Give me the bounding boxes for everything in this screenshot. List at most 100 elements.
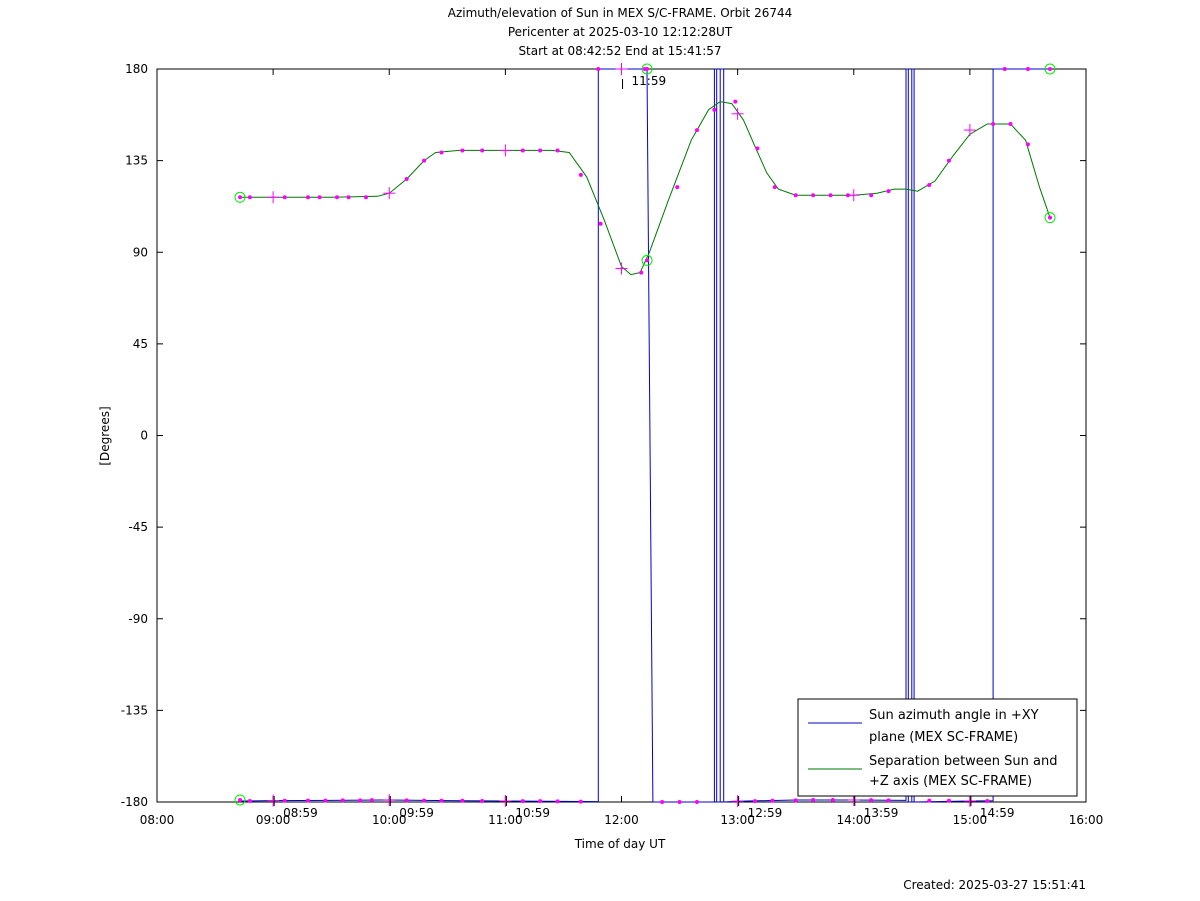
y-axis-label: [Degrees]	[98, 406, 112, 465]
data-point-dot	[422, 158, 427, 163]
data-point-cross	[267, 794, 280, 807]
data-point-dot	[598, 221, 603, 226]
x-tick-label: 13:00	[720, 813, 755, 827]
data-point-dot	[404, 176, 409, 181]
circle-center	[1048, 215, 1053, 220]
hour-marker: 11:59	[622, 74, 666, 89]
circle-ring	[641, 63, 653, 75]
data-point-dot	[369, 798, 374, 803]
hour-marker: 12:59	[738, 796, 783, 820]
circle-center	[238, 195, 243, 200]
hour-marker: 14:59	[970, 796, 1015, 820]
data-point-dot	[811, 797, 816, 802]
y-tick-label: -90	[128, 612, 148, 626]
data-point-dot	[555, 148, 560, 153]
data-point-cross	[615, 262, 628, 275]
data-point-dot	[1008, 121, 1013, 126]
data-point-circle	[1044, 212, 1056, 224]
hour-marker-label: 08:59	[283, 806, 318, 820]
x-tick-label: 12:00	[604, 813, 639, 827]
data-point-dot	[811, 193, 816, 198]
created-timestamp: Created: 2025-03-27 15:51:41	[903, 878, 1086, 892]
hour-marker-label: 12:59	[748, 806, 783, 820]
data-point-circle	[1044, 63, 1056, 75]
data-point-cross	[499, 144, 512, 157]
data-point-dot	[317, 195, 322, 200]
data-point-dot	[282, 195, 287, 200]
data-point-dot	[305, 798, 310, 803]
data-point-dot	[460, 798, 465, 803]
x-tick-label: 15:00	[953, 813, 988, 827]
data-point-dot	[755, 146, 760, 151]
legend: Sun azimuth angle in +XY plane (MEX SC-F…	[797, 698, 1078, 797]
y-tick-label: 0	[140, 429, 148, 443]
circle-ring	[234, 794, 246, 806]
data-point-dot	[793, 193, 798, 198]
marker-layer	[234, 63, 1056, 808]
x-axis-label: Time of day UT	[574, 837, 666, 851]
data-point-dot	[538, 799, 543, 804]
y-axis: 180 135 90 45 0 -45 -90 -135 -180	[121, 62, 1086, 809]
y-tick-label: 90	[133, 245, 148, 259]
data-point-dot	[946, 798, 951, 803]
data-point-dot	[828, 193, 833, 198]
data-point-circle	[234, 191, 246, 203]
y-tick-label: -180	[121, 795, 148, 809]
legend-label-azimuth-line-1: Sun azimuth angle in +XY	[869, 708, 1039, 723]
data-point-dot	[358, 798, 363, 803]
data-point-dot	[770, 798, 775, 803]
circle-ring	[234, 191, 246, 203]
data-point-cross	[963, 794, 976, 807]
data-point-dot	[578, 172, 583, 177]
data-point-dot	[422, 798, 427, 803]
data-point-dot	[675, 185, 680, 190]
data-point-dot	[334, 195, 339, 200]
data-point-dot	[346, 195, 351, 200]
data-point-dot	[1002, 67, 1007, 71]
data-point-dot	[480, 798, 485, 803]
data-point-circle	[641, 254, 653, 266]
data-point-cross	[963, 124, 976, 137]
data-point-dot	[753, 799, 758, 804]
hour-markers: 08:59 09:59 10:59 11:59 12:59 13:59 14:59	[273, 74, 1015, 820]
data-point-dot	[660, 800, 665, 804]
data-point-dot	[439, 150, 444, 155]
data-point-dot	[927, 183, 932, 188]
data-point-dot	[886, 798, 891, 803]
x-tick-label: 16:00	[1069, 813, 1104, 827]
hour-marker-label: 14:59	[980, 806, 1015, 820]
data-point-dot	[733, 99, 738, 104]
data-point-dot	[639, 270, 644, 275]
circle-center	[238, 797, 243, 802]
circle-ring	[1044, 63, 1056, 75]
x-tick-label: 10:00	[372, 813, 407, 827]
data-point-dot	[555, 799, 560, 804]
data-point-dot	[460, 148, 465, 153]
y-tick-label: -45	[128, 520, 148, 534]
data-point-dot	[694, 800, 699, 804]
x-tick-label: 14:00	[836, 813, 871, 827]
circle-center	[1048, 67, 1053, 71]
hour-marker-label: 09:59	[399, 806, 434, 820]
data-point-dot	[520, 148, 525, 153]
data-point-dot	[886, 189, 891, 194]
data-point-dot	[869, 798, 874, 803]
data-point-dot	[985, 798, 990, 803]
chart-title-line-1: Azimuth/elevation of Sun in MEX S/C-FRAM…	[448, 6, 793, 20]
data-point-cross	[383, 794, 396, 807]
data-point-dot	[404, 798, 409, 803]
data-point-cross	[267, 191, 280, 204]
data-point-dot	[364, 195, 369, 200]
data-point-dot	[578, 799, 583, 804]
hour-marker-label: 10:59	[515, 806, 550, 820]
data-point-dot	[927, 798, 932, 803]
data-point-dot	[712, 107, 717, 112]
series-line-sun-z-separation	[240, 101, 1051, 276]
data-point-dot	[305, 195, 310, 200]
data-point-cross	[847, 189, 860, 202]
data-point-cross	[383, 187, 396, 200]
chart-title-line-3: Start at 08:42:52 End at 15:41:57	[518, 44, 721, 58]
y-tick-label: 180	[125, 62, 148, 76]
circle-ring	[1044, 212, 1056, 224]
